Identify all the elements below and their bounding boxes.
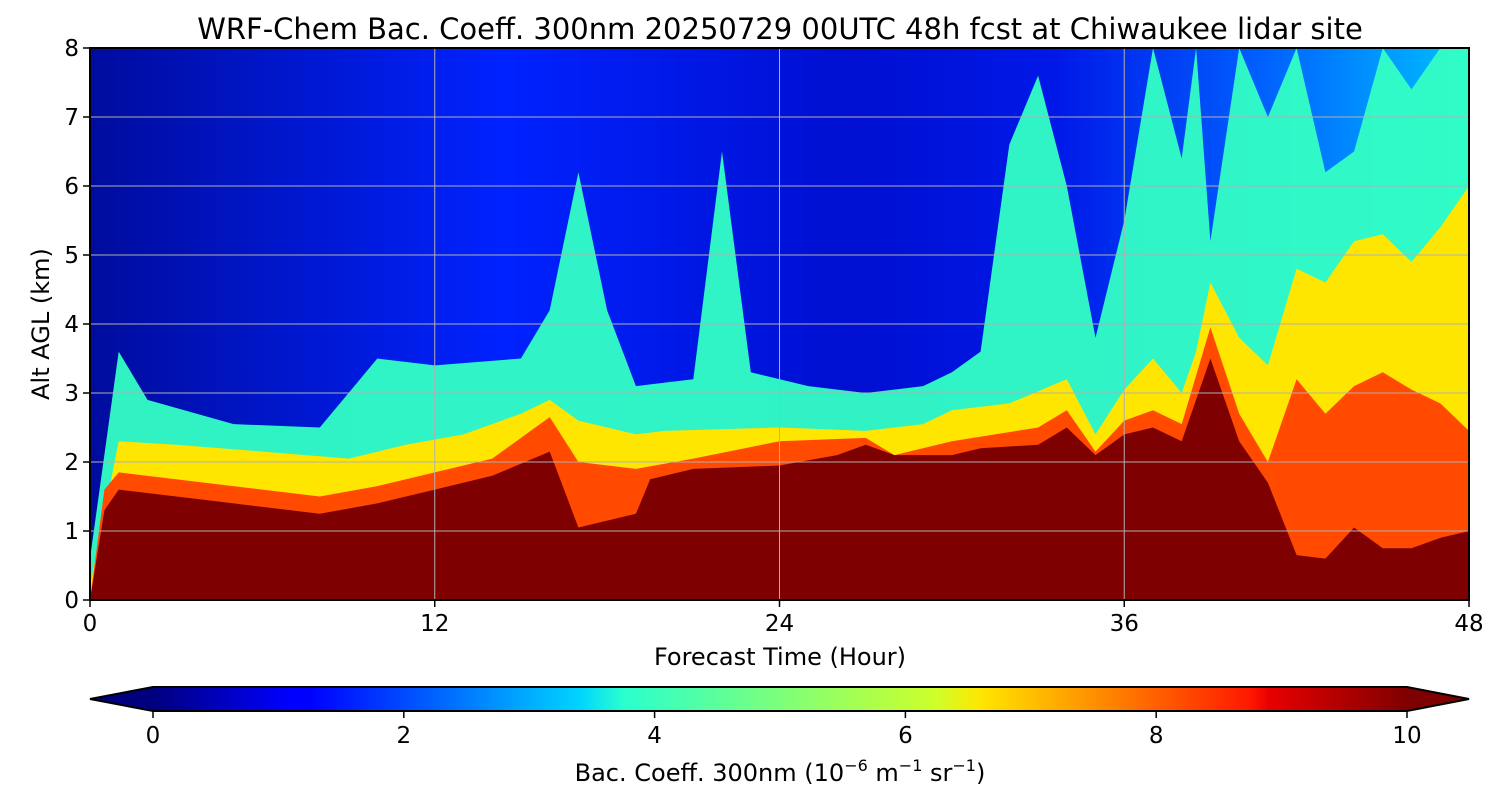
x-tick-label: 48 <box>1454 611 1483 637</box>
colorbar-label: Bac. Coeff. 300nm (10−6 m−1 sr−1) <box>575 756 986 787</box>
x-axis: 0 12 24 36 48 <box>83 600 1484 637</box>
x-tick-label: 12 <box>420 611 449 637</box>
colorbar-under-extension <box>90 687 153 711</box>
y-tick-label: 7 <box>64 105 79 131</box>
x-axis-label: Forecast Time (Hour) <box>654 643 906 671</box>
chart-title: WRF-Chem Bac. Coeff. 300nm 20250729 00UT… <box>197 12 1363 46</box>
y-tick-label: 0 <box>64 588 79 614</box>
y-tick-label: 6 <box>64 174 79 200</box>
colorbar-tick-label: 0 <box>146 723 161 749</box>
colorbar-tick-label: 6 <box>898 723 913 749</box>
x-tick-label: 36 <box>1110 611 1139 637</box>
y-tick-label: 2 <box>64 450 79 476</box>
colorbar-ticks: 0 2 4 6 8 10 <box>146 711 1422 749</box>
y-tick-label: 5 <box>64 243 79 269</box>
y-tick-label: 1 <box>64 519 79 545</box>
colorbar-tick-label: 10 <box>1392 723 1421 749</box>
y-tick-label: 3 <box>64 381 79 407</box>
y-axis-label: Alt AGL (km) <box>27 248 55 400</box>
colorbar: 0 2 4 6 8 10 Bac. Coeff. 300nm (10−6 m−1 sr−1… <box>89 686 1470 787</box>
x-tick-label: 0 <box>83 611 98 637</box>
y-tick-label: 8 <box>64 36 79 62</box>
colorbar-tick-label: 4 <box>647 723 662 749</box>
y-tick-label: 4 <box>64 312 79 338</box>
colorbar-gradient <box>153 687 1407 711</box>
colorbar-tick-label: 2 <box>396 723 411 749</box>
y-axis: 0 1 2 3 4 5 6 7 8 <box>64 36 90 614</box>
colorbar-tick-label: 8 <box>1149 723 1164 749</box>
colorbar-over-extension <box>1407 687 1469 711</box>
x-tick-label: 24 <box>765 611 794 637</box>
